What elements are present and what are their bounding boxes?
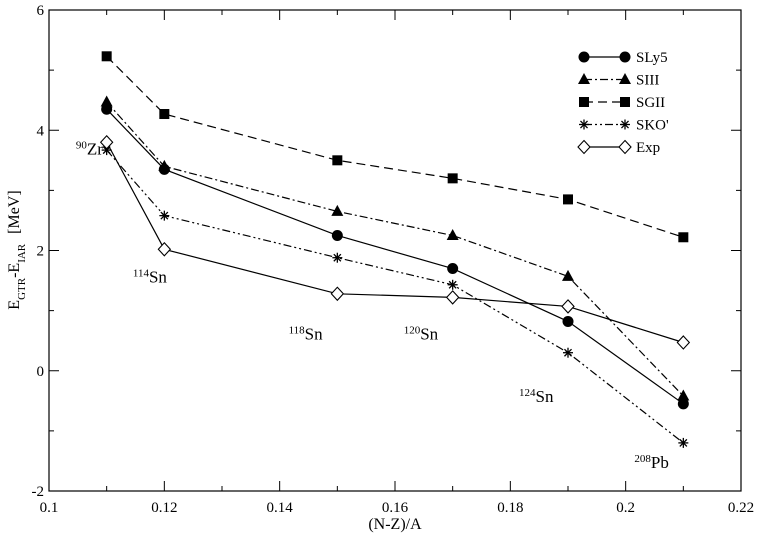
legend-entry-siii: SIII bbox=[578, 73, 659, 89]
legend-label: SIII bbox=[636, 73, 659, 89]
data-point-sgii bbox=[101, 51, 112, 62]
legend-marker bbox=[620, 119, 630, 130]
x-tick-label: 0.16 bbox=[382, 500, 409, 516]
data-point-sgii bbox=[159, 109, 170, 120]
legend-entry-sgii: SGII bbox=[579, 95, 665, 111]
series-sly5 bbox=[101, 103, 689, 410]
y-tick-label: 4 bbox=[37, 123, 45, 139]
nucleus-label: 208Pb bbox=[634, 453, 668, 472]
series-sgii bbox=[101, 51, 689, 243]
data-point-exp bbox=[99, 134, 114, 150]
series-line-sko bbox=[106, 149, 684, 444]
nucleus-label: 124Sn bbox=[519, 387, 554, 406]
data-point-sko bbox=[159, 210, 170, 221]
legend-marker bbox=[619, 51, 631, 63]
y-tick-label: 6 bbox=[37, 3, 45, 19]
data-point-sly5 bbox=[562, 315, 574, 327]
data-point-exp bbox=[330, 286, 345, 302]
x-tick-label: 0.18 bbox=[497, 500, 523, 516]
series-line-sly5 bbox=[106, 108, 684, 405]
x-tick-label: 0.14 bbox=[267, 500, 294, 516]
nucleus-label: 120Sn bbox=[404, 324, 439, 343]
data-point-siii bbox=[158, 159, 171, 171]
data-point-siii bbox=[100, 95, 113, 107]
legend-marker bbox=[578, 73, 590, 84]
legend-label: Exp bbox=[636, 140, 660, 156]
x-axis-label: (N-Z)/A bbox=[368, 516, 422, 533]
legend-label: SGII bbox=[636, 95, 665, 111]
nucleus-label: 118Sn bbox=[289, 324, 324, 343]
legend-entry-sko: SKO' bbox=[579, 118, 669, 134]
data-point-siii bbox=[446, 228, 459, 240]
y-tick-label: 2 bbox=[37, 244, 45, 260]
data-point-exp bbox=[157, 241, 172, 257]
series-line-siii bbox=[106, 101, 684, 397]
legend-entry-sly5: SLy5 bbox=[578, 50, 668, 66]
series-layer bbox=[99, 51, 691, 448]
data-point-sko bbox=[332, 252, 343, 263]
y-tick-label: 0 bbox=[37, 364, 45, 380]
legend-marker bbox=[579, 97, 589, 107]
series-siii bbox=[100, 95, 690, 401]
data-point-siii bbox=[331, 204, 344, 216]
legend-label: SLy5 bbox=[636, 50, 668, 66]
nucleus-label: 90Zr bbox=[76, 139, 103, 158]
legend-marker bbox=[579, 119, 589, 130]
data-point-sly5 bbox=[331, 229, 343, 241]
data-point-sly5 bbox=[677, 398, 689, 410]
legend-marker bbox=[618, 139, 632, 155]
data-point-sly5 bbox=[447, 263, 459, 275]
legend-marker bbox=[577, 139, 591, 155]
data-point-sko bbox=[563, 347, 573, 358]
series-exp bbox=[99, 134, 691, 350]
legend-marker bbox=[578, 51, 590, 63]
legend-entry-exp: Exp bbox=[577, 139, 660, 156]
series-sko bbox=[101, 145, 689, 448]
data-point-siii bbox=[677, 389, 690, 401]
data-point-siii bbox=[562, 269, 574, 281]
data-point-sgii bbox=[563, 194, 573, 205]
data-point-exp bbox=[561, 299, 575, 314]
legend: SLy5 SIII SGII SKO' Exp bbox=[577, 50, 669, 156]
data-point-sgii bbox=[678, 232, 689, 243]
y-tick-label: -2 bbox=[32, 484, 45, 500]
legend-marker bbox=[620, 97, 630, 107]
ticks: 0.1 0.12 0.14 0.16 0.18 0.2 0.22 -2 0 2 4 6 bbox=[32, 3, 755, 516]
nucleus-label: 114Sn bbox=[133, 267, 168, 286]
data-point-sgii bbox=[332, 155, 343, 166]
annotations: 90Zr 114Sn 118Sn 120Sn 124Sn 208Pb bbox=[76, 139, 669, 472]
x-tick-label: 0.1 bbox=[40, 500, 59, 516]
series-line-exp bbox=[106, 141, 684, 344]
data-point-sgii bbox=[447, 173, 458, 184]
y-axis-label: EGTR-EIAR[MeV] bbox=[6, 190, 28, 309]
x-tick-label: 0.2 bbox=[616, 500, 635, 516]
x-tick-label: 0.22 bbox=[728, 500, 754, 516]
legend-marker bbox=[619, 73, 631, 84]
data-point-sko bbox=[447, 279, 458, 290]
data-point-exp bbox=[445, 290, 460, 305]
data-point-exp bbox=[676, 335, 691, 350]
data-point-sko bbox=[678, 437, 689, 448]
legend-label: SKO' bbox=[636, 118, 669, 134]
x-tick-label: 0.12 bbox=[151, 500, 177, 516]
